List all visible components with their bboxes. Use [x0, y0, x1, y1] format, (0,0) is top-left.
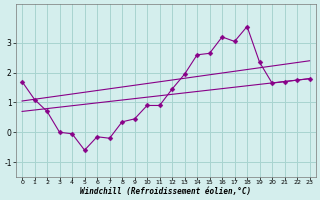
- X-axis label: Windchill (Refroidissement éolien,°C): Windchill (Refroidissement éolien,°C): [80, 187, 252, 196]
